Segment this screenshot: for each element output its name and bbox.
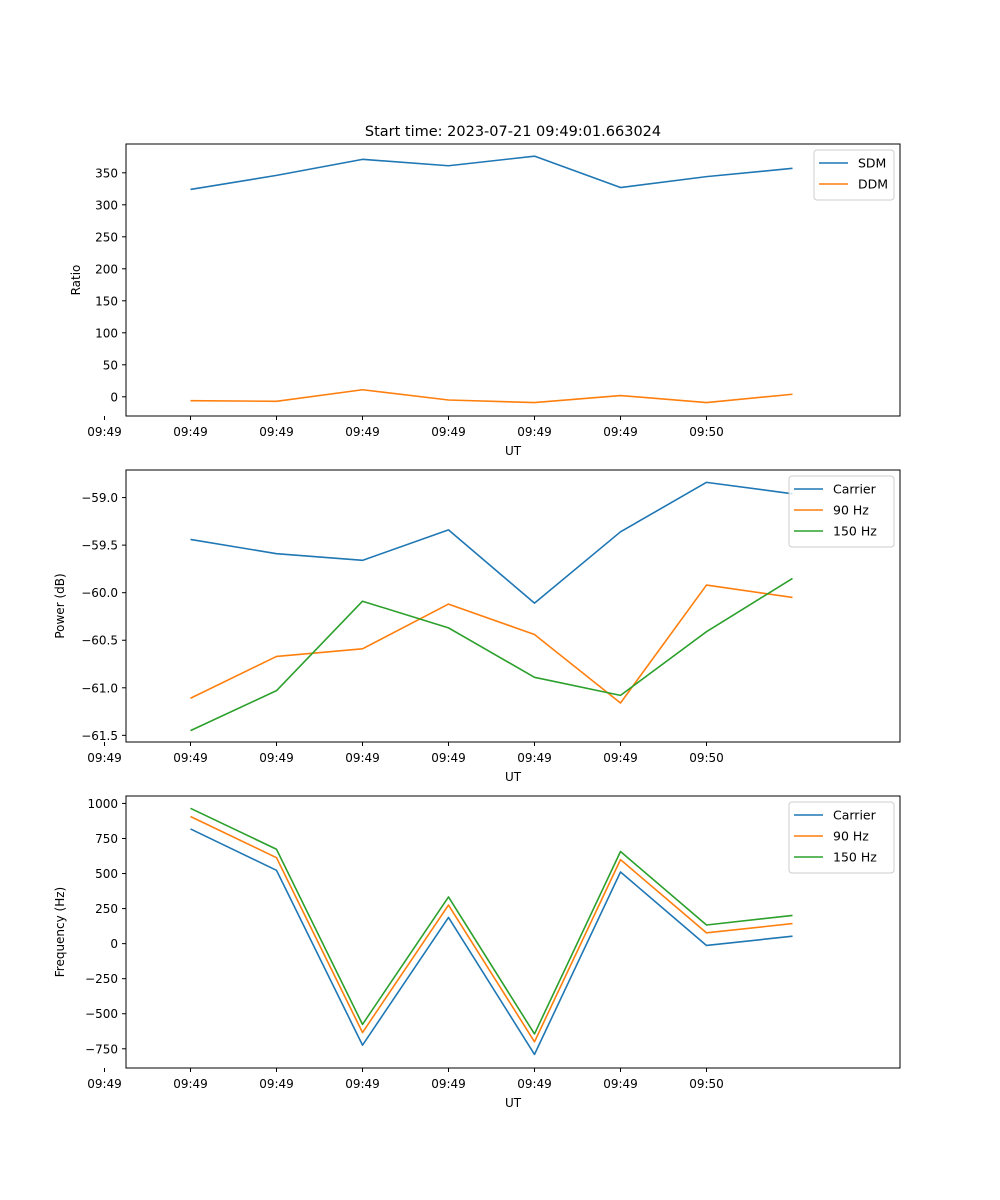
power-y-axis-label: Power (dB) bbox=[53, 573, 67, 638]
frequency-axes-frame bbox=[125, 795, 901, 1069]
ratio-x-tick-label: 09:49 bbox=[431, 425, 466, 439]
frequency-x-tick-label: 09:49 bbox=[345, 1077, 380, 1091]
power-series-90-hz-line bbox=[190, 584, 793, 704]
frequency-x-tick-label: 09:49 bbox=[431, 1077, 466, 1091]
ratio-x-tick-label: 09:49 bbox=[345, 425, 380, 439]
ratio-y-tick-label: 200 bbox=[95, 262, 118, 276]
ratio-series-ddm-line bbox=[190, 388, 793, 404]
frequency-series-carrier-line bbox=[190, 828, 793, 1056]
frequency-x-tick-label: 09:49 bbox=[517, 1077, 552, 1091]
frequency-y-axis-label: Frequency (Hz) bbox=[53, 887, 67, 978]
frequency-legend-label-90-hz: 90 Hz bbox=[833, 829, 869, 844]
frequency-x-tick-label: 09:49 bbox=[603, 1077, 638, 1091]
frequency-legend-label-150-hz: 150 Hz bbox=[833, 850, 877, 865]
power-legend: Carrier 90 Hz 150 Hz bbox=[788, 475, 895, 548]
frequency-legend: Carrier 90 Hz 150 Hz bbox=[788, 801, 895, 874]
frequency-y-tick-label: −750 bbox=[85, 1042, 118, 1056]
ratio-y-tick-label: 300 bbox=[95, 198, 118, 212]
ratio-x-tick-label: 09:50 bbox=[689, 425, 724, 439]
ratio-x-tick-label: 09:49 bbox=[87, 425, 122, 439]
ratio-y-axis-label: Ratio bbox=[69, 265, 83, 296]
frequency-x-axis-label: UT bbox=[505, 1096, 522, 1110]
power-y-tick-label: −59.5 bbox=[81, 539, 118, 553]
frequency-y-tick-label: −500 bbox=[85, 1007, 118, 1021]
power-y-tick-label: −60.0 bbox=[81, 586, 118, 600]
frequency-x-tick-label: 09:49 bbox=[87, 1077, 122, 1091]
frequency-panel: 09:49 09:49 09:49 09:49 09:49 09:49 09:49 09:50… bbox=[53, 795, 901, 1110]
power-legend-label-carrier: Carrier bbox=[833, 482, 877, 497]
power-series-150-hz-line bbox=[190, 577, 793, 732]
frequency-y-tick-label: 0 bbox=[110, 937, 118, 951]
frequency-y-tick-label: 500 bbox=[95, 867, 118, 881]
ratio-y-tick-label: 150 bbox=[95, 294, 118, 308]
power-x-tick-label: 09:49 bbox=[259, 751, 294, 765]
frequency-y-tick-label: 250 bbox=[95, 902, 118, 916]
ratio-x-tick-label: 09:49 bbox=[517, 425, 552, 439]
ratio-x-tick-label: 09:49 bbox=[259, 425, 294, 439]
ratio-y-tick-label: 50 bbox=[103, 358, 118, 372]
ratio-y-tick-label: 350 bbox=[95, 166, 118, 180]
ratio-legend: SDM DDM bbox=[813, 149, 895, 201]
frequency-legend-box bbox=[788, 801, 895, 874]
frequency-x-tick-label: 09:49 bbox=[173, 1077, 208, 1091]
ratio-series-sdm-line bbox=[190, 155, 793, 191]
power-y-tick-label: −61.5 bbox=[81, 729, 118, 743]
ratio-legend-label-sdm: SDM bbox=[858, 156, 886, 171]
frequency-series-90-hz-line bbox=[190, 815, 793, 1043]
ratio-x-tick-label: 09:49 bbox=[173, 425, 208, 439]
ratio-legend-label-ddm: DDM bbox=[858, 177, 888, 192]
power-x-tick-label: 09:49 bbox=[431, 751, 466, 765]
ratio-panel: 09:49 09:49 09:49 09:49 09:49 09:49 09:49 09:50… bbox=[69, 143, 901, 458]
power-x-tick-label: 09:49 bbox=[173, 751, 208, 765]
power-series-carrier-line bbox=[190, 481, 793, 604]
figure-title: Start time: 2023-07-21 09:49:01.663024 bbox=[365, 124, 661, 140]
power-x-tick-label: 09:49 bbox=[603, 751, 638, 765]
ratio-y-tick-label: 100 bbox=[95, 326, 118, 340]
frequency-y-tick-label: 1000 bbox=[87, 797, 118, 811]
power-legend-box bbox=[788, 475, 895, 548]
power-x-tick-label: 09:49 bbox=[517, 751, 552, 765]
ratio-y-tick-label: 250 bbox=[95, 230, 118, 244]
power-y-tick-label: −60.5 bbox=[81, 634, 118, 648]
power-legend-label-90-hz: 90 Hz bbox=[833, 503, 869, 518]
ratio-x-tick-label: 09:49 bbox=[603, 425, 638, 439]
power-x-axis-label: UT bbox=[505, 770, 522, 784]
frequency-series-150-hz-line bbox=[190, 807, 793, 1035]
power-x-tick-label: 09:49 bbox=[87, 751, 122, 765]
frequency-x-tick-label: 09:49 bbox=[259, 1077, 294, 1091]
power-y-tick-label: −61.0 bbox=[81, 681, 118, 695]
power-y-tick-label: −59.0 bbox=[81, 491, 118, 505]
power-x-tick-label: 09:50 bbox=[689, 751, 724, 765]
ratio-x-axis-label: UT bbox=[505, 444, 522, 458]
frequency-y-tick-label: 750 bbox=[95, 832, 118, 846]
power-panel: 09:49 09:49 09:49 09:49 09:49 09:49 09:49 09:50… bbox=[53, 469, 901, 784]
power-axes-frame bbox=[125, 469, 901, 743]
frequency-x-tick-label: 09:50 bbox=[689, 1077, 724, 1091]
frequency-legend-label-carrier: Carrier bbox=[833, 808, 877, 823]
power-x-tick-label: 09:49 bbox=[345, 751, 380, 765]
ratio-y-tick-label: 0 bbox=[110, 390, 118, 404]
ratio-axes-frame bbox=[125, 143, 901, 417]
frequency-y-tick-label: −250 bbox=[85, 972, 118, 986]
power-legend-label-150-hz: 150 Hz bbox=[833, 524, 877, 539]
